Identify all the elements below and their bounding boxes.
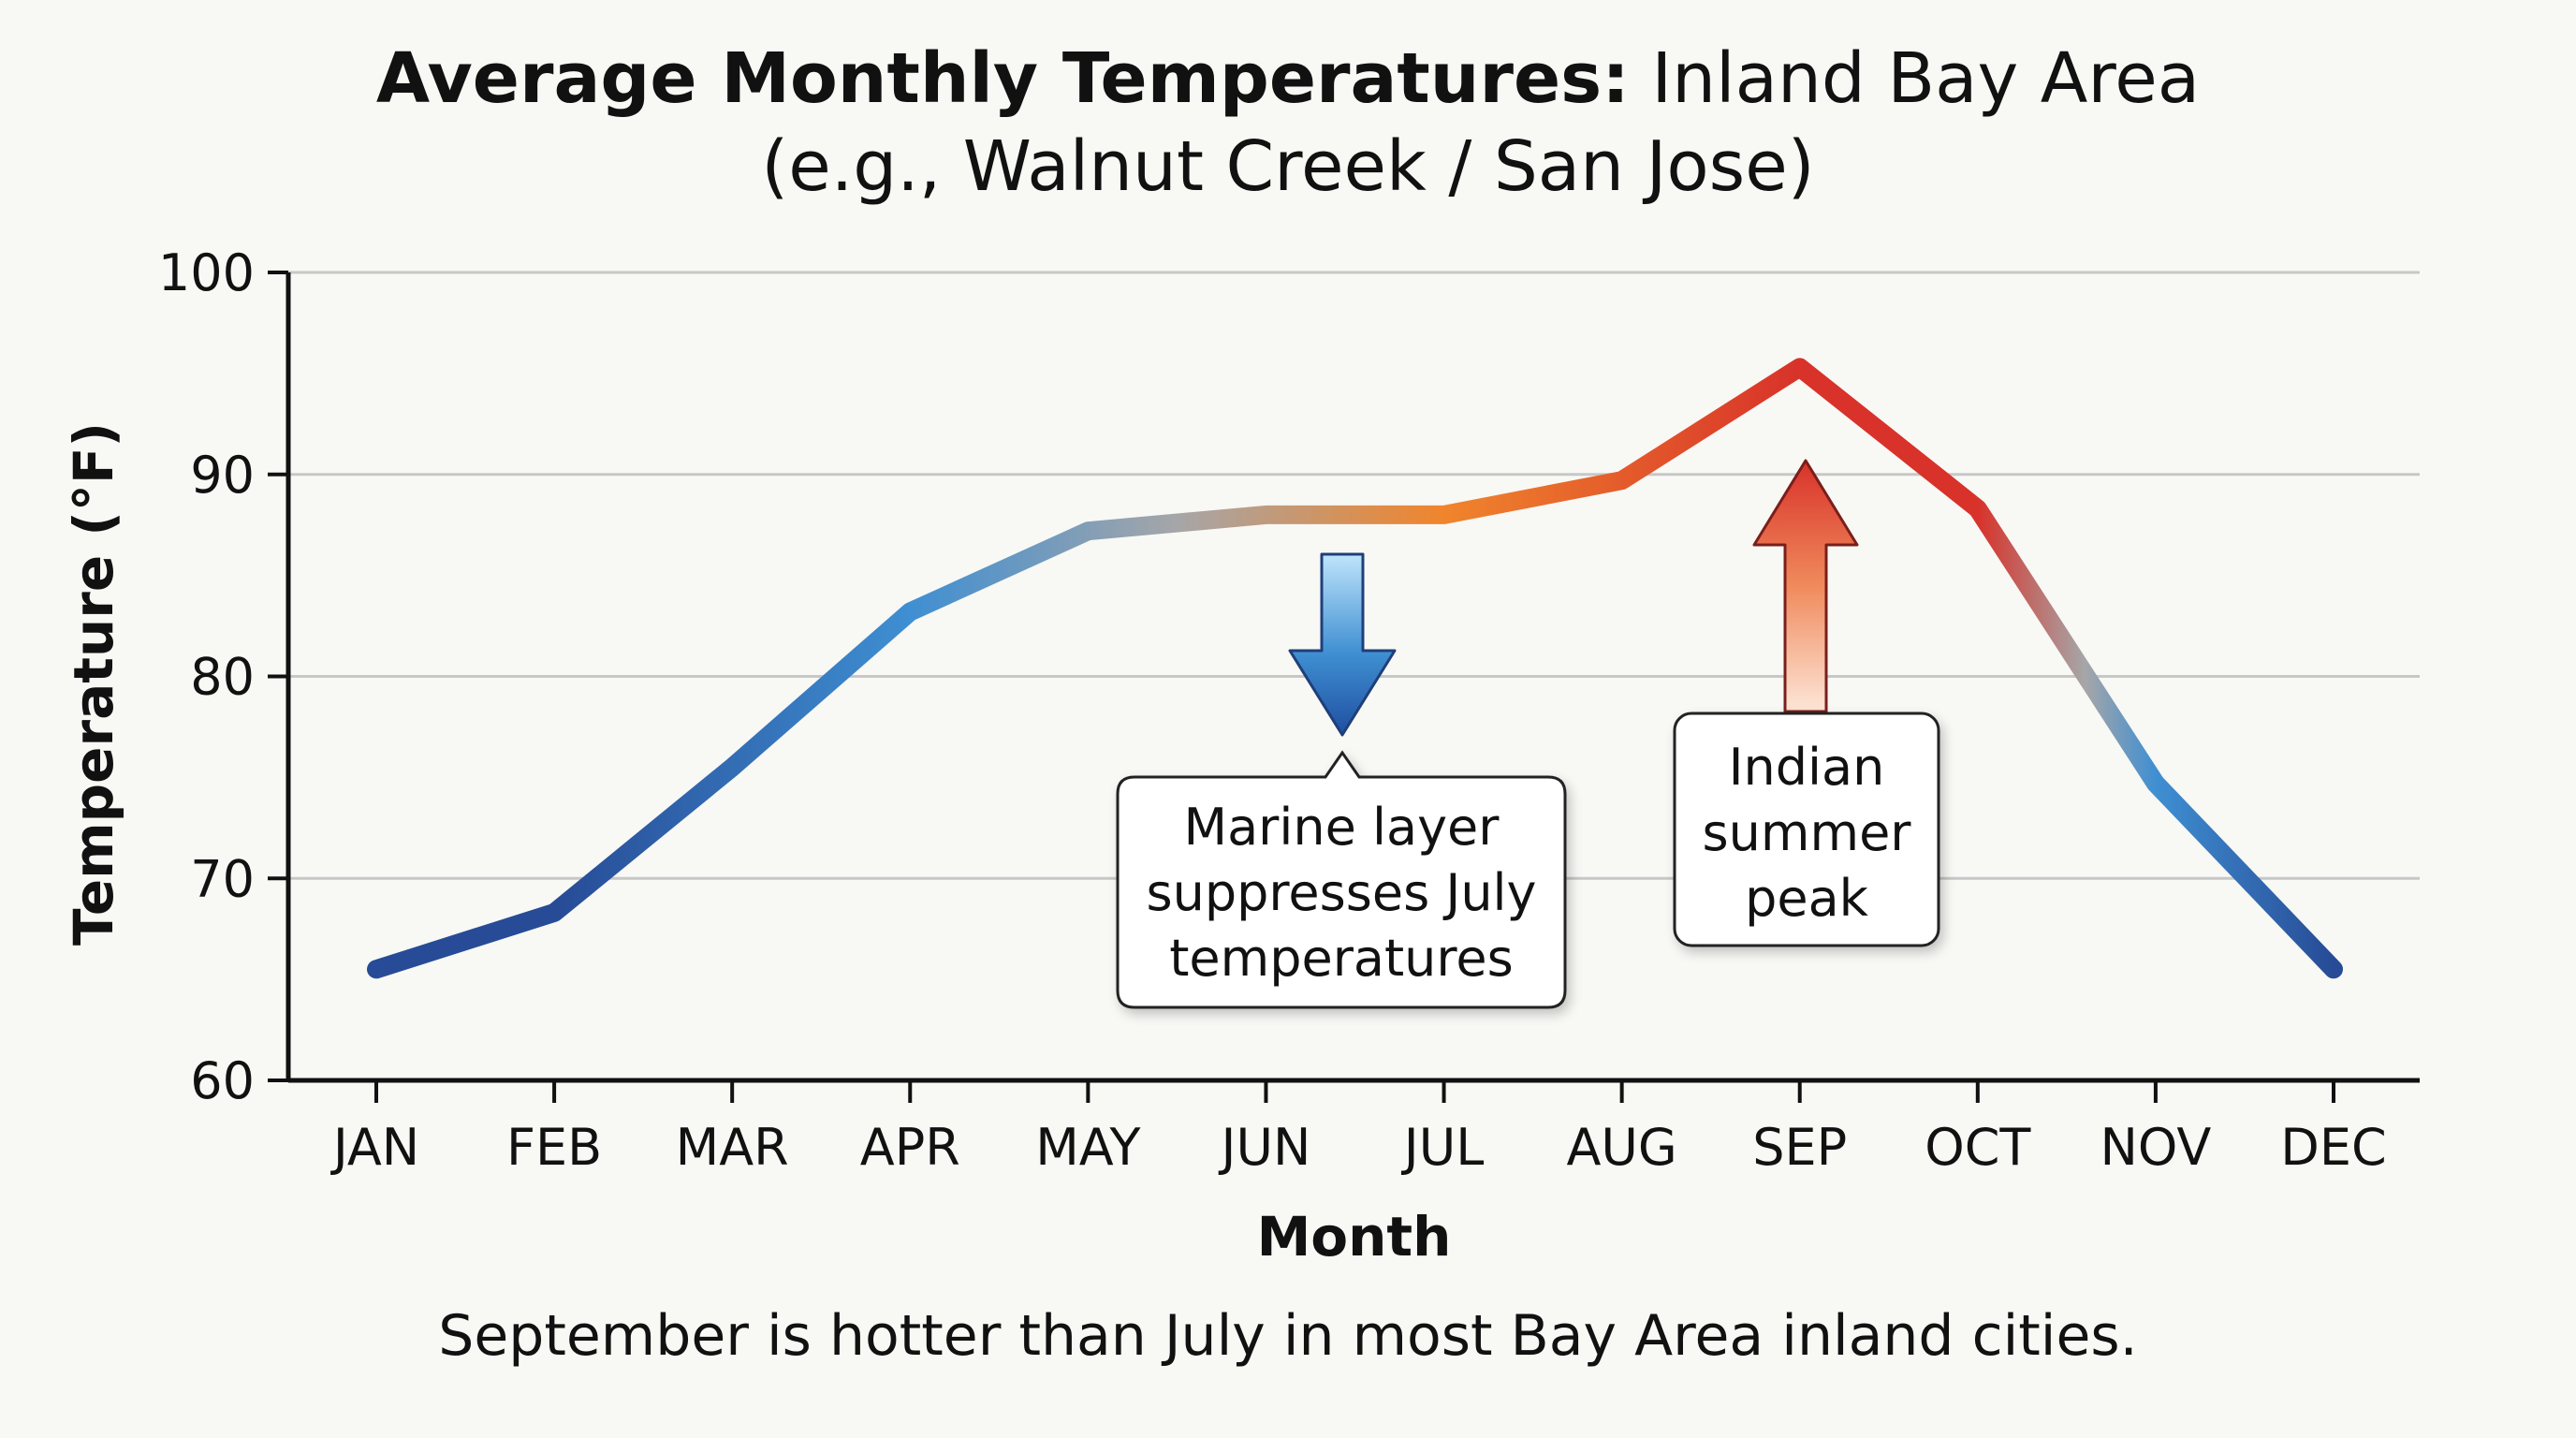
marine-layer-down-arrow [1288, 552, 1397, 737]
indian-summer-up-arrow [1752, 459, 1859, 713]
marine-layer-callout-line: Marine layer [1184, 798, 1500, 857]
y-axis-title: Temperature (°F) [62, 422, 125, 946]
x-tick-label: APR [860, 1118, 960, 1177]
y-tick-label: 70 [190, 849, 255, 908]
x-tick-label: AUG [1566, 1118, 1676, 1177]
chart-subtitle: (e.g., Walnut Creek / San Jose) [761, 126, 1815, 207]
x-tick-label: FEB [506, 1118, 602, 1177]
chart-title: Average Monthly Temperatures: Inland Bay… [0, 38, 2576, 119]
chart-title-bold: Average Monthly Temperatures: [375, 38, 1630, 119]
chart-caption: September is hotter than July in most Ba… [438, 1303, 2138, 1369]
indian-summer-callout-line: peak [1745, 869, 1869, 928]
y-tick-label: 100 [158, 243, 255, 302]
y-tick-label: 90 [190, 446, 255, 505]
marine-layer-callout-box [1116, 750, 1567, 1009]
x-axis-title: Month [1257, 1205, 1452, 1269]
y-tick-label: 80 [190, 648, 255, 707]
marine-layer-callout-line: suppresses July [1146, 863, 1536, 922]
x-tick-label: JUL [1401, 1118, 1485, 1177]
indian-summer-callout-box [1673, 712, 1940, 947]
chart-title-regular: Inland Bay Area [1629, 38, 2201, 119]
series-line [367, 358, 2343, 979]
x-tick-label: NOV [2100, 1118, 2211, 1177]
x-tick-label: JUN [1219, 1118, 1311, 1177]
indian-summer-callout-line: summer [1703, 803, 1912, 862]
y-tick-label: 60 [190, 1051, 255, 1110]
marine-layer-callout-line: temperatures [1169, 929, 1514, 988]
x-tick-label: DEC [2280, 1118, 2386, 1177]
x-tick-label: SEP [1752, 1118, 1847, 1177]
x-tick-label: JAN [330, 1118, 419, 1177]
x-tick-label: OCT [1925, 1118, 2031, 1177]
x-tick-label: MAR [676, 1118, 789, 1177]
x-tick-label: MAY [1035, 1118, 1141, 1177]
indian-summer-callout-line: Indian [1729, 738, 1885, 797]
